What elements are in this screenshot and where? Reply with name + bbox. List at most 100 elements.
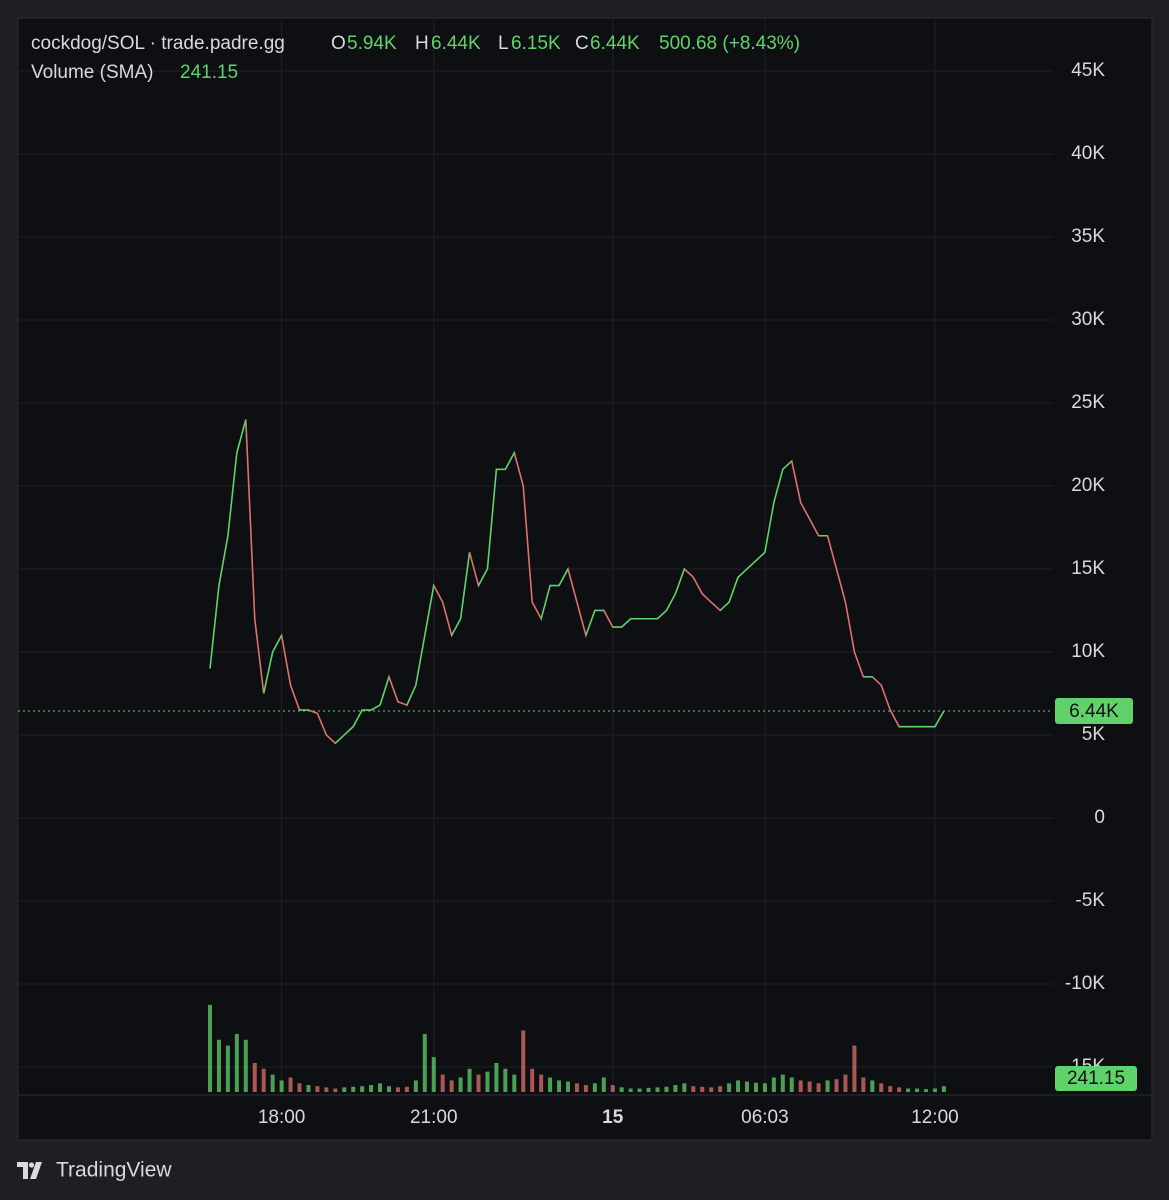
volume-bar bbox=[378, 1083, 383, 1092]
last-price-label: 6.44K bbox=[1069, 701, 1119, 722]
volume-bar bbox=[682, 1083, 687, 1092]
volume-bar bbox=[753, 1082, 758, 1092]
volume-bar bbox=[718, 1086, 723, 1092]
volume-bar bbox=[413, 1080, 418, 1092]
volume-bar bbox=[557, 1080, 562, 1092]
volume-bar bbox=[270, 1074, 275, 1092]
volume-bar bbox=[476, 1074, 481, 1092]
plot-background bbox=[17, 17, 1153, 1141]
volume-bar bbox=[646, 1087, 651, 1092]
volume-bar bbox=[234, 1033, 239, 1092]
volume-bar bbox=[941, 1086, 946, 1092]
volume-bar bbox=[915, 1088, 920, 1092]
volume-bar bbox=[351, 1086, 356, 1092]
volume-bar bbox=[583, 1085, 588, 1092]
volume-bar bbox=[494, 1062, 499, 1092]
brand-logo-dot bbox=[28, 1162, 35, 1168]
x-tick-label: 12:00 bbox=[911, 1107, 959, 1128]
volume-bar bbox=[619, 1087, 624, 1092]
change: 500.68 (+8.43%) bbox=[659, 33, 800, 54]
volume-bar bbox=[306, 1085, 311, 1092]
volume-bar bbox=[548, 1077, 553, 1092]
brand-name: TradingView bbox=[56, 1159, 172, 1182]
volume-bar bbox=[771, 1077, 776, 1092]
volume-bar bbox=[807, 1081, 812, 1092]
ohlc-value: 6.15K bbox=[511, 33, 561, 54]
volume-bar bbox=[485, 1071, 490, 1092]
volume-bar bbox=[673, 1085, 678, 1092]
volume-bar bbox=[216, 1039, 221, 1092]
volume-sma-tag bbox=[1055, 1066, 1137, 1091]
ohlc-value: 6.44K bbox=[590, 33, 640, 54]
y-tick-label: 40K bbox=[1071, 143, 1105, 164]
volume-bar bbox=[610, 1085, 615, 1092]
symbol: cockdog/SOL · trade.padre.gg bbox=[31, 33, 285, 54]
volume-bar bbox=[458, 1077, 463, 1092]
volume-bar bbox=[798, 1080, 803, 1092]
brand: TradingView bbox=[17, 1159, 172, 1182]
volume-bar bbox=[664, 1086, 669, 1092]
volume-bar bbox=[655, 1087, 660, 1092]
y-tick-label: 30K bbox=[1071, 309, 1105, 330]
y-tick-label: 15K bbox=[1071, 558, 1105, 579]
volume-bar bbox=[503, 1068, 508, 1092]
volume-bar bbox=[861, 1077, 866, 1092]
volume-bar bbox=[369, 1085, 374, 1092]
volume-bar bbox=[440, 1074, 445, 1092]
volume-bar bbox=[745, 1081, 749, 1092]
ohlc-value: 5.94K bbox=[347, 33, 397, 54]
volume-bar bbox=[852, 1045, 857, 1092]
volume-bar bbox=[243, 1039, 248, 1092]
volume-bar bbox=[395, 1087, 400, 1092]
grid bbox=[18, 18, 1053, 1095]
x-tick-label: 15 bbox=[602, 1107, 624, 1128]
volume-bar bbox=[709, 1087, 714, 1092]
volume-bar bbox=[727, 1083, 732, 1092]
volume-bar bbox=[512, 1074, 517, 1092]
price-line bbox=[209, 419, 945, 745]
volume-bar bbox=[932, 1088, 937, 1092]
y-tick-label: 35K bbox=[1071, 226, 1105, 247]
y-tick-label: 45K bbox=[1071, 60, 1105, 81]
volume-bar bbox=[333, 1088, 338, 1092]
volume-bar bbox=[700, 1086, 705, 1092]
volume-bar bbox=[449, 1080, 454, 1092]
x-tick-label: 18:00 bbox=[258, 1107, 306, 1128]
y-tick-label: -10K bbox=[1065, 973, 1105, 994]
ohlc-label: C bbox=[575, 33, 589, 54]
x-tick-label: 21:00 bbox=[410, 1107, 458, 1128]
volume-bar bbox=[422, 1033, 427, 1092]
volume-bar bbox=[780, 1074, 785, 1092]
volume-bar bbox=[279, 1080, 284, 1092]
volume-bar bbox=[574, 1083, 579, 1092]
volume-bar bbox=[431, 1057, 436, 1092]
y-tick-label: 20K bbox=[1071, 475, 1105, 496]
volume-bar bbox=[637, 1088, 642, 1092]
volume-bar bbox=[521, 1030, 526, 1092]
volume-bar bbox=[736, 1080, 741, 1092]
volume-bar bbox=[297, 1083, 302, 1092]
volume-bar bbox=[816, 1083, 821, 1092]
y-tick-label: 0 bbox=[1094, 807, 1105, 828]
volume-bar bbox=[870, 1080, 875, 1092]
volume-bar bbox=[342, 1087, 347, 1092]
ohlc-label: L bbox=[498, 33, 509, 54]
ohlc-label: H bbox=[415, 33, 429, 54]
volume-sma-label: 241.15 bbox=[1067, 1068, 1125, 1089]
y-tick-label: 5K bbox=[1082, 724, 1106, 745]
y-tick-label: 10K bbox=[1071, 641, 1105, 662]
volume-bar bbox=[601, 1077, 606, 1092]
volume-bar bbox=[288, 1077, 293, 1092]
volume-bar bbox=[628, 1088, 633, 1092]
volume-bar bbox=[592, 1083, 597, 1092]
volume-label: Volume (SMA) bbox=[31, 62, 153, 83]
volume-bar bbox=[261, 1068, 266, 1092]
volume-bar bbox=[825, 1080, 830, 1092]
volume-bar bbox=[324, 1087, 329, 1092]
volume-bar bbox=[834, 1079, 839, 1092]
volume-bar bbox=[789, 1077, 794, 1092]
volume-bar bbox=[404, 1086, 409, 1092]
volume-bar bbox=[906, 1088, 911, 1092]
volume-bar bbox=[879, 1083, 884, 1092]
